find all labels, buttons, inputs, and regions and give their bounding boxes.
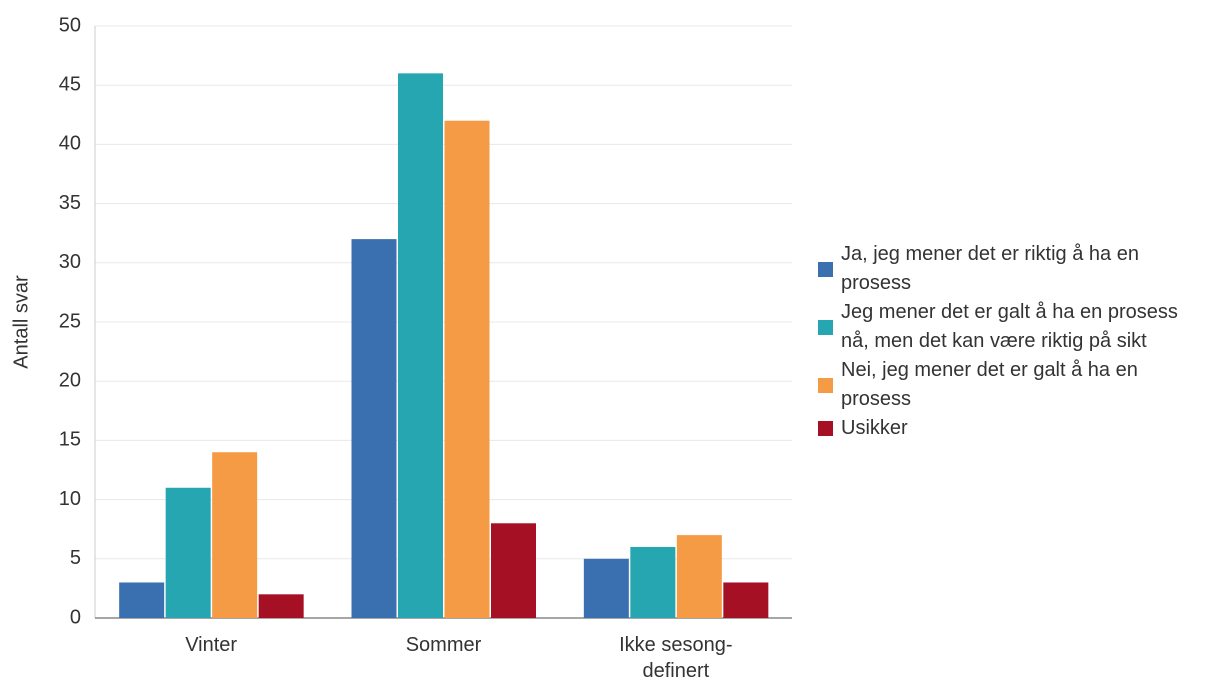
y-tick-label: 20: [59, 369, 81, 391]
bar: [444, 120, 490, 618]
legend-swatch: [818, 319, 833, 335]
y-tick-label: 5: [70, 547, 81, 569]
x-tick-label: Sommer: [405, 634, 482, 656]
legend-swatch: [818, 421, 833, 436]
y-tick-label: 35: [59, 192, 81, 214]
bar: [630, 546, 676, 618]
legend-label: Jeg mener det er galt å ha en prosess nå…: [841, 301, 1178, 352]
y-tick-label: 0: [70, 606, 81, 628]
x-tick-label: Vinter: [185, 634, 238, 656]
legend-item: Nei, jeg mener det er galt å ha en prose…: [818, 356, 1198, 414]
bar: [398, 73, 443, 619]
bar: [491, 523, 536, 618]
bar: [723, 582, 769, 618]
bar: [258, 594, 304, 618]
y-tick-label: 50: [59, 14, 81, 36]
legend-label: Ja, jeg mener det er riktig å ha en pros…: [841, 243, 1139, 294]
y-tick-label: 10: [59, 488, 81, 510]
bar: [583, 558, 629, 618]
legend-label: Nei, jeg mener det er galt å ha en prose…: [841, 359, 1138, 410]
x-tick-label: Ikke sesong-definert: [619, 634, 733, 682]
y-tick-label: 40: [59, 133, 81, 155]
bar: [351, 239, 397, 618]
bar: [212, 452, 258, 618]
y-tick-label: 15: [59, 429, 81, 451]
bar: [165, 487, 211, 618]
y-tick-label: 30: [59, 251, 81, 273]
bar: [119, 582, 165, 618]
legend-item: Jeg mener det er galt å ha en prosess nå…: [818, 298, 1198, 356]
y-tick-label: 25: [59, 310, 81, 332]
y-tick-label: 45: [59, 73, 81, 95]
legend-item: Usikker: [818, 414, 1198, 443]
legend-item: Ja, jeg mener det er riktig å ha en pros…: [818, 240, 1198, 298]
legend-swatch: [818, 377, 833, 393]
legend-swatch: [818, 261, 833, 277]
legend-label: Usikker: [841, 417, 908, 439]
bar: [676, 535, 722, 618]
y-axis-label: Antall svar: [10, 275, 32, 369]
legend: Ja, jeg mener det er riktig å ha en pros…: [818, 240, 1198, 443]
